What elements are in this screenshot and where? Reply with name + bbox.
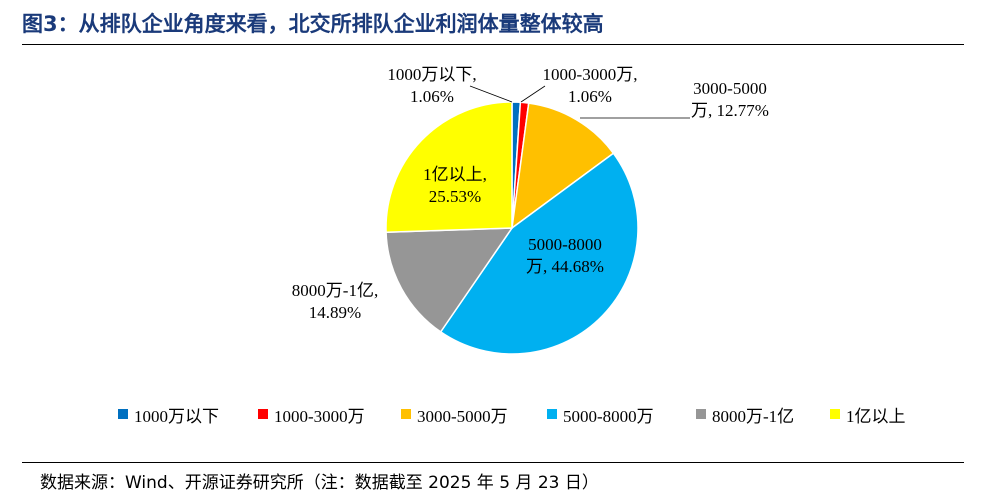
leader-line-2 (520, 85, 546, 103)
slice-label-1-line2: 1.06% (410, 87, 454, 106)
legend-item-1: 1000万以下 (118, 398, 219, 430)
legend-swatch-3 (401, 409, 411, 419)
legend-label-6: 1亿以上 (846, 406, 906, 426)
slice-label-6-line1: 1亿以上, (423, 165, 487, 184)
slice-label-3-line2: 万, 12.77% (691, 101, 769, 120)
pie-slice-3 (511, 102, 615, 230)
legend-item-2: 1000-3000万 (258, 398, 365, 430)
slice-label-3-line1: 3000-5000 (693, 79, 767, 98)
pie-slice-5 (385, 227, 514, 333)
data-source-note: 数据来源：Wind、开源证券研究所（注：数据截至 2025 年 5 月 23 日… (40, 473, 599, 493)
legend-item-5: 8000万-1亿 (696, 398, 794, 430)
slice-label-5-line2: 14.89% (309, 303, 361, 322)
legend-item-4: 5000-8000万 (547, 398, 654, 430)
chart-title: 图3：从排队企业角度来看，北交所排队企业利润体量整体较高 (22, 12, 604, 36)
legend-label-1: 1000万以下 (134, 406, 219, 426)
legend: 1000万以下 1000-3000万 3000-5000万 5000-8000万 800… (0, 398, 985, 430)
legend-item-6: 1亿以上 (830, 398, 906, 430)
slice-label-1-line1: 1000万以下, (387, 65, 476, 84)
legend-swatch-2 (258, 409, 268, 419)
pie-slice-4 (439, 152, 639, 355)
legend-item-3: 3000-5000万 (401, 398, 508, 430)
slice-label-2-line2: 1.06% (568, 87, 612, 106)
source-divider (22, 462, 964, 463)
slice-label-5-line1: 8000万-1亿, (292, 281, 378, 300)
legend-swatch-5 (696, 409, 706, 419)
pie-slice-6 (385, 101, 513, 233)
slice-label-2-line1: 1000-3000万, (543, 65, 638, 84)
legend-label-4: 5000-8000万 (563, 406, 654, 426)
title-divider (22, 44, 964, 45)
legend-label-5: 8000万-1亿 (712, 406, 795, 426)
leader-line-1 (469, 85, 513, 103)
slice-label-4-line2: 万, 44.68% (526, 257, 604, 276)
legend-label-2: 1000-3000万 (274, 406, 365, 426)
slice-label-6-line2: 25.53% (429, 187, 481, 206)
legend-label-3: 3000-5000万 (417, 406, 508, 426)
legend-swatch-6 (830, 409, 840, 419)
slice-label-4-line1: 5000-8000 (528, 235, 602, 254)
legend-swatch-4 (547, 409, 557, 419)
legend-swatch-1 (118, 409, 128, 419)
